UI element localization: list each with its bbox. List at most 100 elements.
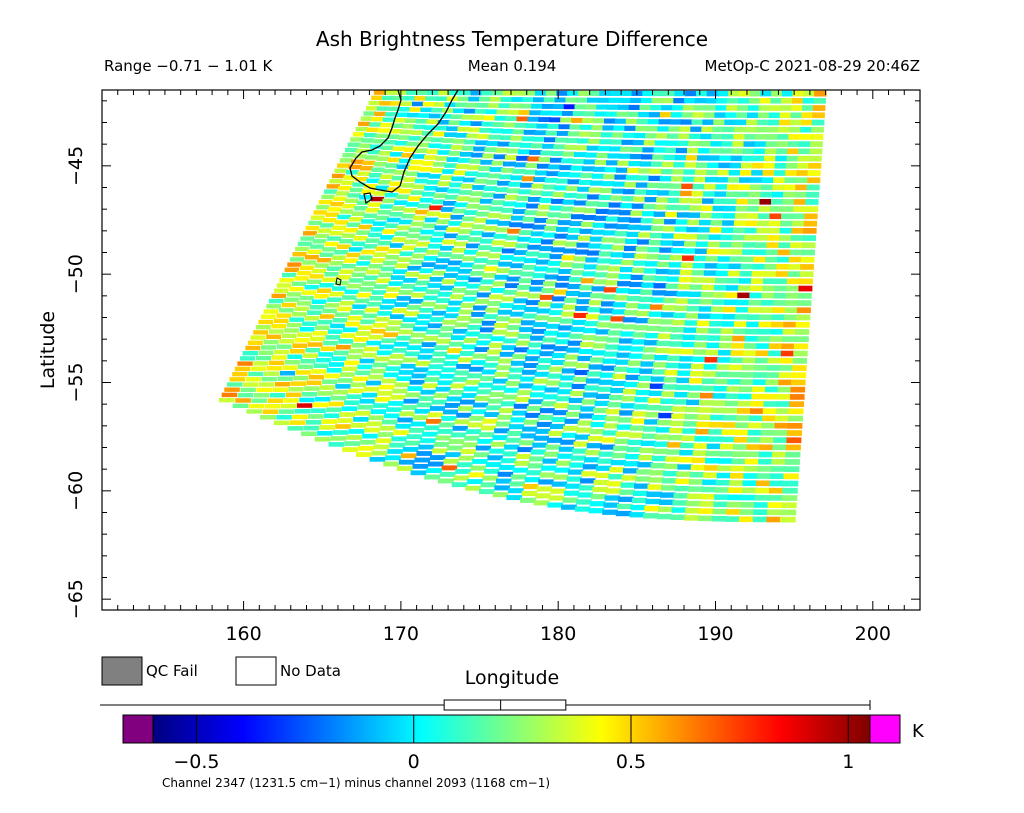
chart-title: Ash Brightness Temperature Difference [316,27,708,51]
swath-pixel [700,385,716,392]
swath-pixel [643,204,657,210]
swath-pixel [737,292,752,299]
swath-pixel [719,443,735,450]
swath-pixel [554,233,569,239]
swath-pixel [749,184,763,190]
swath-pixel [417,172,431,178]
swath-pixel [458,455,475,461]
swath-pixel [681,341,696,348]
swath-pixel [408,227,423,233]
swath-pixel [344,289,359,295]
swath-pixel [544,274,559,280]
swath-pixel [675,147,689,154]
swath-pixel [676,471,692,477]
swath-pixel [514,202,528,208]
swath-pixel [354,206,368,211]
swath-pixel [298,364,314,370]
swath-pixel [677,284,692,290]
swath-pixel [766,134,780,140]
swath-pixel [321,194,335,200]
swath-pixel [691,363,706,370]
swath-pixel [373,191,387,196]
swath-pixel [686,399,701,406]
swath-pixel [687,148,700,154]
swath-pixel [248,371,264,377]
swath-pixel [448,151,462,156]
swath-pixel [320,346,336,351]
swath-pixel [332,225,346,230]
swath-pixel [549,254,564,260]
swath-pixel [389,243,404,248]
swath-pixel [649,383,665,389]
swath-pixel [436,219,451,225]
swath-pixel [770,329,785,335]
swath-pixel [424,155,437,160]
swath-pixel [652,290,667,296]
swath-pixel [595,265,610,271]
swath-pixel [283,398,299,403]
swath-pixel [506,495,523,501]
swath-pixel [643,268,658,274]
swath-pixel [643,513,659,519]
swath-pixel [574,434,590,440]
swath-pixel [560,117,573,123]
swath-pixel [326,407,342,413]
swath-pixel [693,349,708,355]
swath-pixel [721,227,735,233]
swath-pixel [762,408,778,414]
swath-pixel [255,325,271,330]
qc-fail-label: QC Fail [146,662,198,680]
swath-pixel [327,329,343,334]
swath-pixel [649,470,665,476]
swath-pixel [274,288,289,293]
swath-pixel [517,285,532,290]
swath-pixel [503,338,518,344]
swath-pixel [511,474,527,480]
colorbar-range-slider[interactable] [443,699,567,711]
swath-pixel [493,233,508,239]
swath-pixel [435,258,450,263]
swath-pixel [650,105,663,111]
swath-pixel [499,303,514,308]
swath-pixel [357,364,373,370]
swath-pixel [476,340,491,346]
swath-pixel [499,135,513,141]
swath-pixel [359,287,374,292]
swath-pixel [250,335,266,340]
swath-pixel [708,328,723,334]
swath-pixel [454,419,470,425]
swath-pixel [502,451,518,457]
swath-pixel [597,201,611,207]
swath-pixel [518,383,534,389]
swath-pixel [664,290,679,297]
swath-pixel [673,493,689,499]
swath-pixel [547,212,562,218]
swath-pixel [601,437,617,443]
swath-pixel [465,429,482,435]
swath-pixel [680,349,695,355]
swath-pixel [663,377,679,383]
swath-pixel [366,340,381,346]
swath-pixel [561,504,577,510]
swath-pixel [799,141,812,147]
swath-pixel [780,509,797,516]
swath-pixel [406,345,422,350]
swath-pixel [602,125,616,131]
swath-pixel [414,178,429,184]
swath-pixel [619,338,634,344]
swath-pixel [360,319,375,325]
swath-pixel [668,435,684,441]
swath-pixel [294,338,310,343]
swath-pixel [554,403,570,409]
swath-pixel [607,481,623,487]
swath-pixel [750,285,765,292]
swath-pixel [484,468,500,474]
swath-pixel [774,285,789,292]
swath-pixel [697,227,712,233]
swath-pixel [525,412,541,418]
swath-pixel [482,153,496,159]
swath-pixel [442,138,455,143]
swath-pixel [363,386,379,392]
swath-pixel [515,397,531,402]
swath-pixel [672,319,687,326]
